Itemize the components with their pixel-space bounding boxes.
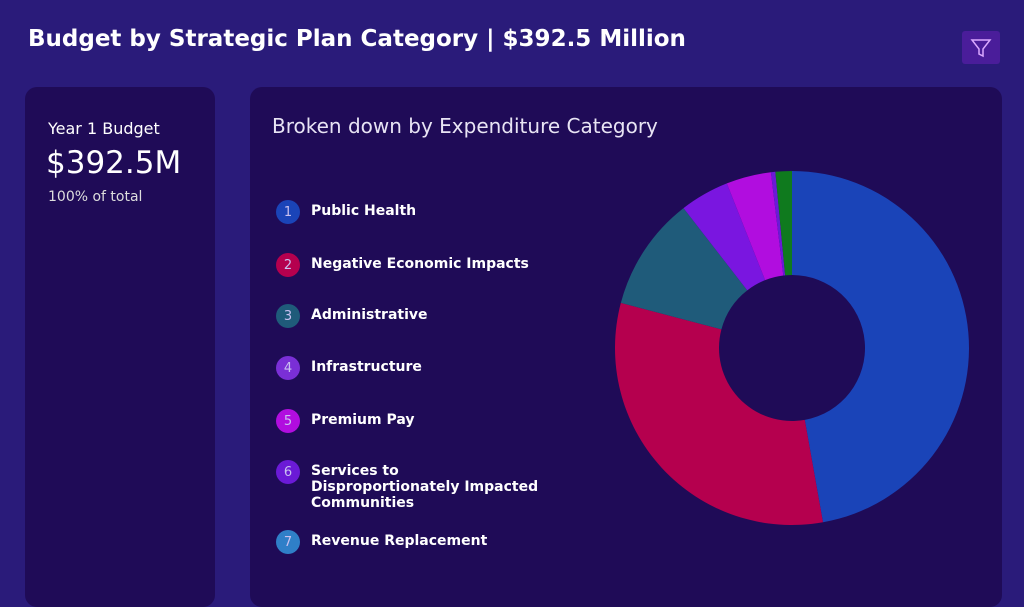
donut-slice xyxy=(775,171,792,276)
legend-label: Infrastructure xyxy=(311,359,422,375)
legend-marker: 6 xyxy=(276,460,300,484)
filter-icon xyxy=(970,39,992,58)
legend-label: Public Health xyxy=(311,203,417,219)
legend-item: 6 Services to Disproportionately Impacted… xyxy=(276,460,546,511)
legend-label: Services to Disproportionately Impacted … xyxy=(311,463,539,511)
legend-item: 1 Public Health xyxy=(276,200,546,224)
donut-slice xyxy=(792,171,969,523)
legend-label: Administrative xyxy=(311,307,428,323)
legend-item: 2 Negative Economic Impacts xyxy=(276,253,546,277)
legend-marker: 2 xyxy=(276,253,300,277)
legend-marker: 7 xyxy=(276,530,300,554)
donut-slice xyxy=(620,208,748,330)
summary-value: $392.5M xyxy=(46,145,182,181)
legend-marker: 5 xyxy=(276,409,300,433)
donut-slice xyxy=(770,171,786,276)
legend-item: 3 Administrative xyxy=(276,304,546,328)
donut-slice xyxy=(726,172,784,281)
donut-slice xyxy=(683,183,766,291)
page-title: Budget by Strategic Plan Category | $392… xyxy=(28,26,686,52)
summary-note: 100% of total xyxy=(48,189,143,205)
legend-label: Negative Economic Impacts xyxy=(311,256,529,272)
legend-marker: 4 xyxy=(276,356,300,380)
legend-item: 7 Revenue Replacement xyxy=(276,530,546,554)
legend-marker: 1 xyxy=(276,200,300,224)
legend-label: Revenue Replacement xyxy=(311,533,488,549)
legend-item: 5 Premium Pay xyxy=(276,409,546,433)
legend-label: Premium Pay xyxy=(311,412,415,428)
donut-slice xyxy=(614,302,823,525)
legend-item: 4 Infrastructure xyxy=(276,356,546,380)
chart-title: Broken down by Expenditure Category xyxy=(272,114,658,138)
donut-chart xyxy=(614,171,969,525)
page: Budget by Strategic Plan Category | $392… xyxy=(25,26,1002,607)
legend-marker: 3 xyxy=(276,304,300,328)
summary-card xyxy=(25,87,215,607)
summary-label: Year 1 Budget xyxy=(48,119,160,138)
filter-button[interactable] xyxy=(962,31,1000,64)
